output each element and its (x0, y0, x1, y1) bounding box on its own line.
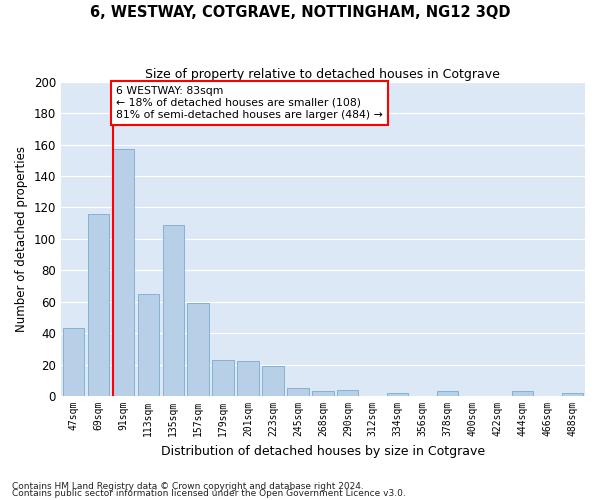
Title: Size of property relative to detached houses in Cotgrave: Size of property relative to detached ho… (145, 68, 500, 80)
Bar (512, 392, 533, 396)
Bar (113, 150, 134, 396)
Bar (137, 294, 159, 396)
Bar (88, 214, 109, 396)
Text: 6, WESTWAY, COTGRAVE, NOTTINGHAM, NG12 3QD: 6, WESTWAY, COTGRAVE, NOTTINGHAM, NG12 3… (90, 5, 510, 20)
Bar (387, 393, 409, 396)
Y-axis label: Number of detached properties: Number of detached properties (15, 146, 28, 332)
Bar (437, 392, 458, 396)
Bar (163, 224, 184, 396)
Bar (562, 393, 583, 396)
Bar (262, 366, 284, 396)
Bar (212, 360, 233, 396)
Text: 6 WESTWAY: 83sqm
← 18% of detached houses are smaller (108)
81% of semi-detached: 6 WESTWAY: 83sqm ← 18% of detached house… (116, 86, 383, 120)
Text: Contains HM Land Registry data © Crown copyright and database right 2024.: Contains HM Land Registry data © Crown c… (12, 482, 364, 491)
Bar (62, 328, 84, 396)
Bar (287, 388, 308, 396)
Bar (187, 304, 209, 396)
Bar (337, 390, 358, 396)
X-axis label: Distribution of detached houses by size in Cotgrave: Distribution of detached houses by size … (161, 444, 485, 458)
Text: Contains public sector information licensed under the Open Government Licence v3: Contains public sector information licen… (12, 489, 406, 498)
Bar (238, 362, 259, 396)
Bar (312, 392, 334, 396)
